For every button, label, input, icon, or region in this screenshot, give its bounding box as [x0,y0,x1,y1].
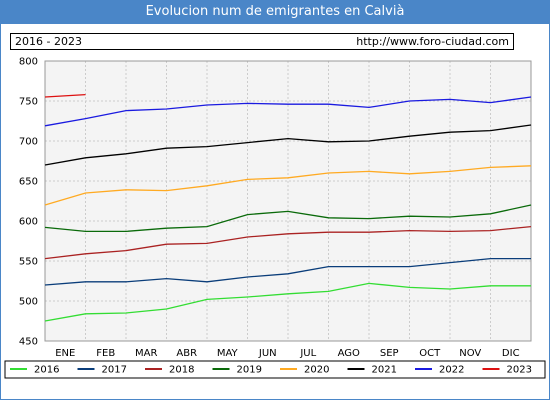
legend-label-2019: 2019 [237,365,262,376]
legend-label-2021: 2021 [372,365,397,376]
series-lines [44,93,532,322]
y-tick-label: 600 [19,217,38,228]
y-tick-label: 500 [19,297,38,308]
series-line-2019 [44,204,532,233]
series-line-2017 [44,257,531,286]
y-tick-label: 550 [19,257,38,268]
y-tick-label: 750 [19,97,38,108]
x-tick-label: MAY [217,348,239,359]
legend-label-2016: 2016 [34,365,59,376]
x-tick-label: ENE [55,348,75,359]
period-label: 2016 - 2023 [15,35,82,48]
series-line-2022 [44,96,532,127]
x-tick-label: JUL [299,348,316,359]
series-line-2016 [44,282,531,322]
x-tick-label: DIC [502,348,520,359]
legend-label-2020: 2020 [304,365,329,376]
legend-box [4,360,546,379]
legend-label-2017: 2017 [102,365,127,376]
x-tick-label: NOV [459,348,481,359]
x-tick-label: ABR [176,348,197,359]
x-tick-label: AGO [338,348,360,359]
legend-label-2018: 2018 [169,365,194,376]
chart-title: Evolucion num de emigrantes en Calvià [0,0,550,24]
legend-label-2023: 2023 [507,365,532,376]
info-bar: 2016 - 2023 http://www.foro-ciudad.com [10,33,514,50]
x-tick-label: JUN [258,348,277,359]
legend-label-2022: 2022 [439,365,464,376]
x-tick-label: SEP [380,348,399,359]
y-tick-label: 650 [19,177,38,188]
series-line-2021 [44,124,532,166]
legend: 2016 2017 2018 2019 2020 2021 2022 2023 [4,360,546,379]
axes: 450 500 550 600 650 700 750 800 ENE FEB MAR ABR MAY J… [19,57,532,359]
source-url[interactable]: http://www.foro-ciudad.com [356,35,509,48]
plot-border [44,60,532,342]
series-line-2018 [44,225,532,260]
y-tick-label: 800 [19,57,38,68]
y-tick-label: 700 [19,137,38,148]
series-line-2023 [44,93,86,98]
x-tick-label: FEB [96,348,115,359]
series-line-2020 [44,165,532,206]
x-tick-label: MAR [135,348,157,359]
x-tick-label: OCT [419,348,441,359]
y-tick-label: 450 [19,337,38,348]
